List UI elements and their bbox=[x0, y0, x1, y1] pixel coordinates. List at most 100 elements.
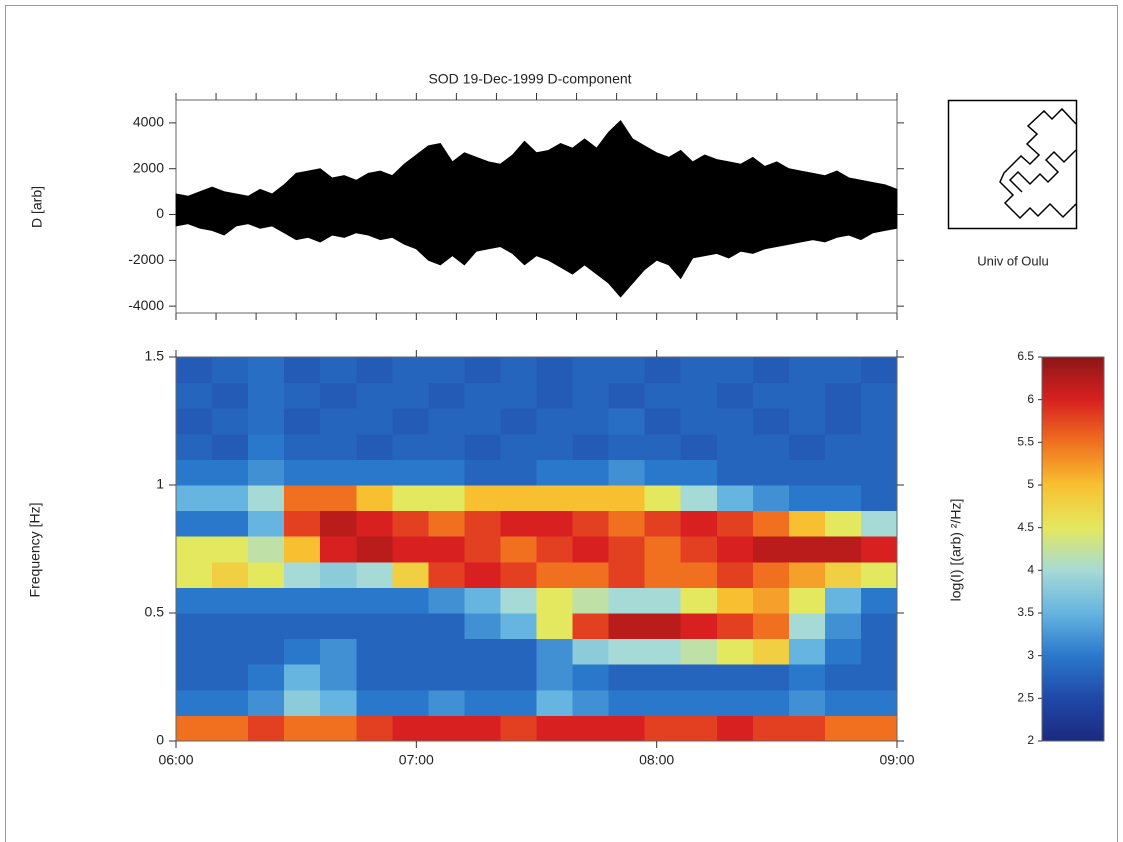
heatmap-cell bbox=[392, 459, 429, 486]
heatmap-cell bbox=[860, 664, 898, 691]
heatmap-cell bbox=[752, 715, 790, 742]
heatmap-cell bbox=[500, 561, 537, 588]
heatmap-cell bbox=[680, 485, 718, 512]
colorbar-tick-label: 3 bbox=[1027, 648, 1034, 662]
heatmap-cell bbox=[752, 459, 790, 486]
heatmap-cell bbox=[788, 485, 826, 512]
heatmap-cell bbox=[608, 561, 646, 588]
heatmap-cell bbox=[572, 459, 610, 486]
heatmap-cell bbox=[572, 613, 610, 640]
heatmap-cell bbox=[680, 561, 718, 588]
heatmap-cell bbox=[176, 408, 213, 435]
heatmap-cell bbox=[860, 536, 898, 563]
heatmap-cell bbox=[284, 536, 321, 563]
heatmap-cell bbox=[284, 382, 321, 409]
y-tick-label: 0 bbox=[156, 732, 164, 748]
heatmap-cell bbox=[572, 715, 610, 742]
heatmap-cell bbox=[608, 689, 646, 716]
heatmap-cell bbox=[212, 459, 249, 486]
heatmap-cell bbox=[824, 510, 862, 537]
heatmap-cell bbox=[392, 613, 429, 640]
heatmap-cell bbox=[320, 408, 357, 435]
heatmap-cell bbox=[464, 638, 501, 665]
heatmap-cell bbox=[428, 689, 465, 716]
heatmap-cell bbox=[608, 587, 646, 614]
heatmap-cell bbox=[536, 587, 574, 614]
heatmap-cell bbox=[284, 561, 321, 588]
heatmap-cell bbox=[680, 536, 718, 563]
heatmap-cell bbox=[824, 561, 862, 588]
heatmap-cell bbox=[248, 433, 285, 460]
heatmap-cell bbox=[176, 382, 213, 409]
heatmap-cell bbox=[824, 689, 862, 716]
logo bbox=[947, 99, 1078, 230]
heatmap-cell bbox=[248, 561, 285, 588]
heatmap-cell bbox=[608, 408, 646, 435]
heatmap-cell bbox=[500, 587, 537, 614]
heatmap-cell bbox=[500, 459, 537, 486]
heatmap-cell bbox=[860, 613, 898, 640]
heatmap-cell bbox=[572, 408, 610, 435]
heatmap-cell bbox=[284, 587, 321, 614]
heatmap-cell bbox=[644, 459, 682, 486]
heatmap-cell bbox=[644, 510, 682, 537]
heatmap-cell bbox=[608, 485, 646, 512]
heatmap-cell bbox=[500, 382, 537, 409]
heatmap-cell bbox=[248, 613, 285, 640]
heatmap-cell bbox=[212, 433, 249, 460]
heatmap-cell bbox=[680, 664, 718, 691]
heatmap-cell bbox=[788, 433, 826, 460]
heatmap-cell bbox=[860, 357, 898, 384]
heatmap-cell bbox=[284, 408, 321, 435]
heatmap-cell bbox=[464, 613, 501, 640]
heatmap-cell bbox=[824, 587, 862, 614]
y-tick-label: 2000 bbox=[133, 159, 164, 175]
heatmap-cell bbox=[824, 485, 862, 512]
heatmap-cell bbox=[464, 715, 501, 742]
heatmap-cell bbox=[356, 510, 393, 537]
heatmap-cell bbox=[644, 638, 682, 665]
heatmap-cell bbox=[572, 433, 610, 460]
colorbar-tick-label: 4.5 bbox=[1017, 520, 1034, 534]
heatmap-cell bbox=[212, 715, 249, 742]
heatmap-cell bbox=[176, 485, 213, 512]
heatmap-cell bbox=[428, 433, 465, 460]
heatmap-cell bbox=[392, 382, 429, 409]
heatmap-cell bbox=[608, 510, 646, 537]
heatmap-cell bbox=[500, 536, 537, 563]
colorbar-tick-label: 5 bbox=[1027, 477, 1034, 491]
heatmap-cell bbox=[752, 561, 790, 588]
y-tick-label: -4000 bbox=[128, 297, 164, 313]
heatmap-cell bbox=[860, 433, 898, 460]
heatmap-cell bbox=[824, 433, 862, 460]
heatmap-cell bbox=[644, 664, 682, 691]
heatmap-cell bbox=[644, 536, 682, 563]
heatmap-cell bbox=[392, 510, 429, 537]
heatmap-cell bbox=[608, 433, 646, 460]
heatmap-cell bbox=[536, 561, 574, 588]
heatmap-cell bbox=[464, 408, 501, 435]
heatmap-cell bbox=[788, 561, 826, 588]
heatmap-cell bbox=[464, 459, 501, 486]
heatmap-cell bbox=[536, 408, 574, 435]
heatmap-cell bbox=[392, 485, 429, 512]
heatmap-cell bbox=[788, 664, 826, 691]
heatmap-cell bbox=[644, 382, 682, 409]
heatmap-cell bbox=[680, 433, 718, 460]
heatmap-cell bbox=[752, 433, 790, 460]
heatmap-cell bbox=[608, 715, 646, 742]
heatmap-cell bbox=[824, 536, 862, 563]
y-tick-label: 0 bbox=[156, 205, 164, 221]
heatmap-cell bbox=[428, 587, 465, 614]
heatmap-cell bbox=[212, 561, 249, 588]
heatmap-cell bbox=[176, 587, 213, 614]
heatmap-cell bbox=[752, 485, 790, 512]
heatmap-cell bbox=[176, 357, 213, 384]
heatmap-cell bbox=[536, 613, 574, 640]
heatmap-cell bbox=[716, 613, 754, 640]
y-tick-label: 4000 bbox=[133, 114, 164, 130]
heatmap-cell bbox=[752, 408, 790, 435]
heatmap-cell bbox=[428, 382, 465, 409]
heatmap-cell bbox=[752, 638, 790, 665]
